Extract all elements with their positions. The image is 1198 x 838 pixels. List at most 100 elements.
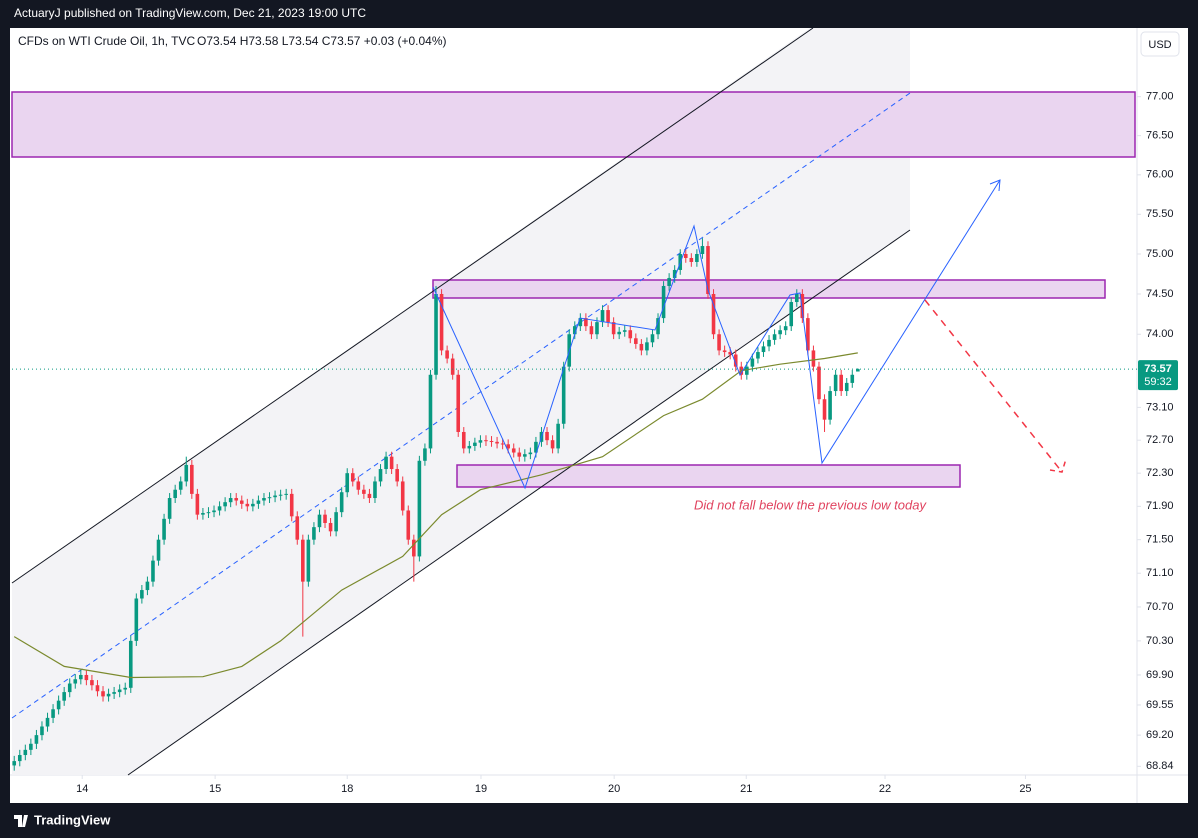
candle-body bbox=[839, 374, 843, 392]
candle-body bbox=[317, 514, 322, 528]
candle-body bbox=[767, 339, 771, 347]
candle-body bbox=[356, 481, 361, 490]
candle-body bbox=[295, 516, 300, 540]
y-tick-label: 68.84 bbox=[1146, 760, 1174, 772]
candle-body bbox=[212, 510, 216, 513]
symbol-title: CFDs on WTI Crude Oil, 1h, TVC bbox=[18, 34, 195, 48]
ohlc-legend: O73.54 H73.58 L73.54 C73.57 +0.03 (+0.04… bbox=[197, 34, 447, 48]
candle-body bbox=[473, 442, 477, 446]
candle-body bbox=[328, 522, 333, 532]
candle-body bbox=[278, 494, 283, 496]
candle-body bbox=[783, 326, 788, 331]
candle-body bbox=[667, 277, 671, 286]
candle-body bbox=[650, 334, 655, 343]
candle-body bbox=[806, 318, 810, 351]
currency-button[interactable] bbox=[1140, 31, 1180, 57]
candle-body bbox=[345, 473, 350, 493]
candle-body bbox=[461, 431, 466, 449]
candle-body bbox=[112, 692, 116, 694]
candle-body bbox=[589, 326, 594, 335]
candle-body bbox=[717, 334, 721, 351]
candle-body bbox=[412, 539, 416, 557]
candle-body bbox=[778, 330, 782, 335]
candle-body bbox=[528, 452, 533, 455]
candle-body bbox=[190, 464, 194, 494]
y-tick-label: 72.70 bbox=[1146, 434, 1174, 446]
header: ActuaryJ published on TradingView.com, D… bbox=[14, 6, 366, 20]
candle-body bbox=[406, 510, 411, 540]
candle-body bbox=[545, 431, 549, 441]
candle-body bbox=[683, 254, 688, 258]
candle-body bbox=[151, 560, 155, 582]
candle-body bbox=[95, 685, 100, 692]
candle-body bbox=[772, 334, 777, 340]
candle-body bbox=[467, 445, 472, 449]
candle-body bbox=[850, 374, 855, 383]
candle-body bbox=[217, 506, 222, 511]
channel-lower bbox=[127, 229, 911, 776]
candle-body bbox=[145, 581, 150, 591]
resistance-zone bbox=[432, 279, 1106, 299]
candle-body bbox=[12, 761, 17, 766]
candle-body bbox=[362, 489, 366, 494]
currency[interactable]: USD bbox=[1148, 39, 1171, 51]
candle-body bbox=[745, 366, 749, 375]
candle-body bbox=[728, 352, 732, 355]
candle-body bbox=[695, 254, 699, 262]
candle-body bbox=[323, 514, 327, 523]
candle-body bbox=[700, 246, 705, 255]
channel-upper bbox=[11, 27, 814, 584]
candle-body bbox=[523, 454, 527, 457]
candle-body bbox=[794, 293, 799, 303]
x-tick-label: 25 bbox=[1019, 783, 1031, 795]
candle-body bbox=[289, 493, 294, 517]
candle-body bbox=[572, 326, 577, 335]
candle-body bbox=[761, 346, 766, 353]
candle-body bbox=[856, 369, 860, 372]
candle-body bbox=[62, 692, 66, 701]
candle-body bbox=[661, 285, 666, 319]
x-tick-label: 14 bbox=[76, 783, 88, 795]
candle-body bbox=[617, 331, 621, 335]
candle-body bbox=[117, 689, 122, 693]
y-tick-label: 70.30 bbox=[1146, 635, 1174, 647]
candle-body bbox=[628, 330, 633, 339]
candle-body bbox=[639, 343, 644, 351]
y-tick-label: 71.90 bbox=[1146, 500, 1174, 512]
candle-body bbox=[84, 674, 89, 681]
candle-body bbox=[90, 680, 94, 686]
candle-body bbox=[301, 539, 305, 582]
candle-body bbox=[817, 366, 821, 400]
candle-body bbox=[506, 444, 510, 449]
candle-body bbox=[384, 456, 388, 470]
candle-body bbox=[689, 257, 694, 262]
candle-body bbox=[178, 481, 183, 490]
candle-body bbox=[206, 512, 211, 514]
candle-body bbox=[423, 448, 427, 461]
candle-body bbox=[622, 330, 627, 332]
candle-body bbox=[312, 527, 316, 540]
candle-body bbox=[395, 469, 399, 482]
candle-body bbox=[489, 441, 494, 443]
candle-body bbox=[40, 726, 44, 736]
candle-body bbox=[456, 374, 461, 432]
candle-body bbox=[140, 590, 144, 599]
logo-icon bbox=[14, 815, 28, 827]
candle-body bbox=[706, 246, 710, 294]
candle-body bbox=[262, 498, 266, 501]
candle-body bbox=[234, 498, 239, 501]
x-tick-label: 15 bbox=[209, 783, 221, 795]
candle-body bbox=[800, 293, 805, 319]
candle-body bbox=[334, 512, 338, 532]
y-tick-label: 70.70 bbox=[1146, 601, 1174, 613]
candle-body bbox=[162, 518, 166, 540]
candle-body bbox=[556, 423, 560, 449]
y-tick-label: 74.00 bbox=[1146, 328, 1174, 340]
candle-body bbox=[239, 500, 244, 504]
candle-body bbox=[606, 310, 610, 323]
y-tick-label: 72.30 bbox=[1146, 467, 1174, 479]
y-tick-label: 71.10 bbox=[1146, 567, 1174, 579]
footer-logo: TradingView bbox=[34, 812, 111, 827]
candle-body bbox=[34, 735, 39, 744]
